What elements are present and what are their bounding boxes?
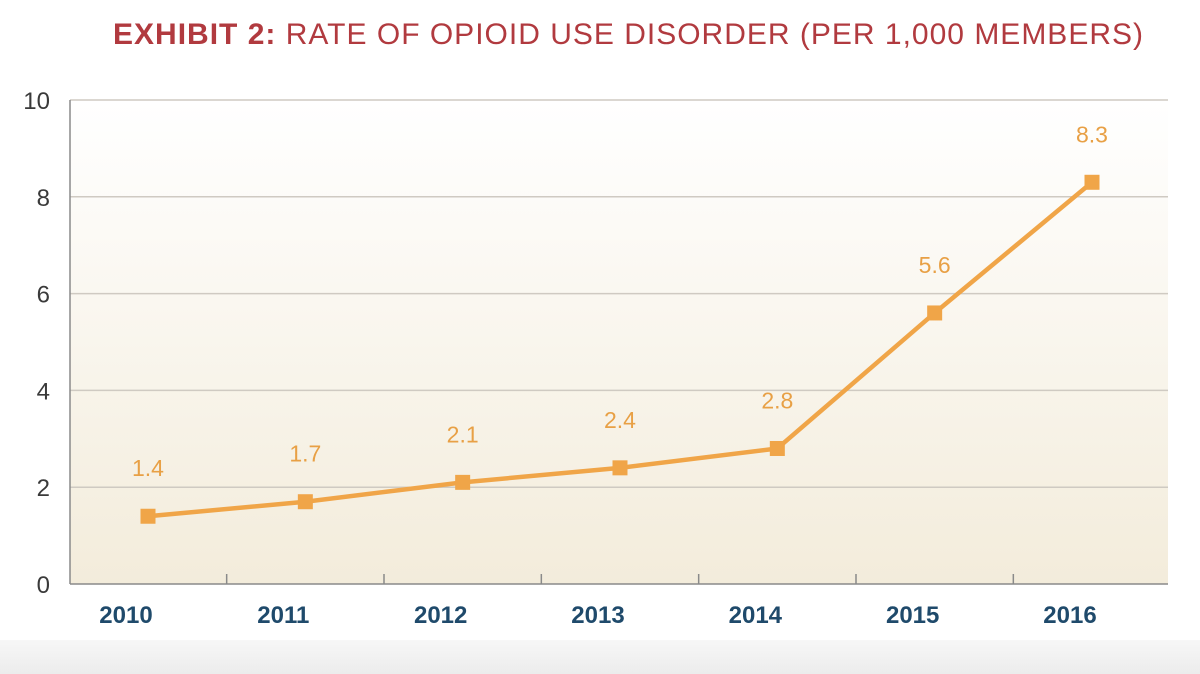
data-label: 2.8	[761, 387, 793, 413]
data-label: 1.7	[289, 441, 321, 467]
data-point-marker	[455, 474, 471, 490]
x-tick-label: 2013	[571, 602, 624, 629]
x-tick-label: 2014	[729, 602, 783, 629]
data-point-marker	[769, 440, 785, 456]
data-point-marker	[1084, 174, 1100, 190]
data-label: 2.4	[604, 407, 636, 433]
data-point-marker	[140, 508, 156, 524]
bottom-strip	[0, 640, 1200, 674]
x-tick-label: 2015	[886, 602, 939, 629]
y-tick-label: 10	[23, 88, 50, 115]
plot-area	[70, 100, 1168, 584]
chart-title-text: RATE OF OPIOID USE DISORDER (PER 1,000 M…	[285, 18, 1144, 51]
x-tick-label: 2012	[414, 602, 467, 629]
data-label: 1.4	[132, 455, 164, 481]
y-tick-label: 8	[37, 185, 50, 212]
y-tick-label: 2	[37, 475, 50, 502]
data-label: 8.3	[1076, 121, 1108, 147]
x-tick-label: 2010	[99, 602, 152, 629]
data-label: 2.1	[447, 421, 479, 447]
y-tick-label: 6	[37, 282, 50, 309]
chart-title: EXHIBIT 2: RATE OF OPIOID USE DISORDER (…	[113, 18, 1144, 52]
data-point-marker	[297, 494, 313, 510]
x-tick-label: 2016	[1043, 602, 1096, 629]
data-point-marker	[927, 305, 943, 321]
chart-title-exhibit: EXHIBIT 2:	[113, 18, 277, 51]
data-point-marker	[612, 460, 628, 476]
y-tick-label: 0	[37, 572, 50, 599]
x-tick-label: 2011	[257, 602, 309, 629]
y-tick-label: 4	[37, 378, 50, 405]
data-label: 5.6	[919, 252, 951, 278]
